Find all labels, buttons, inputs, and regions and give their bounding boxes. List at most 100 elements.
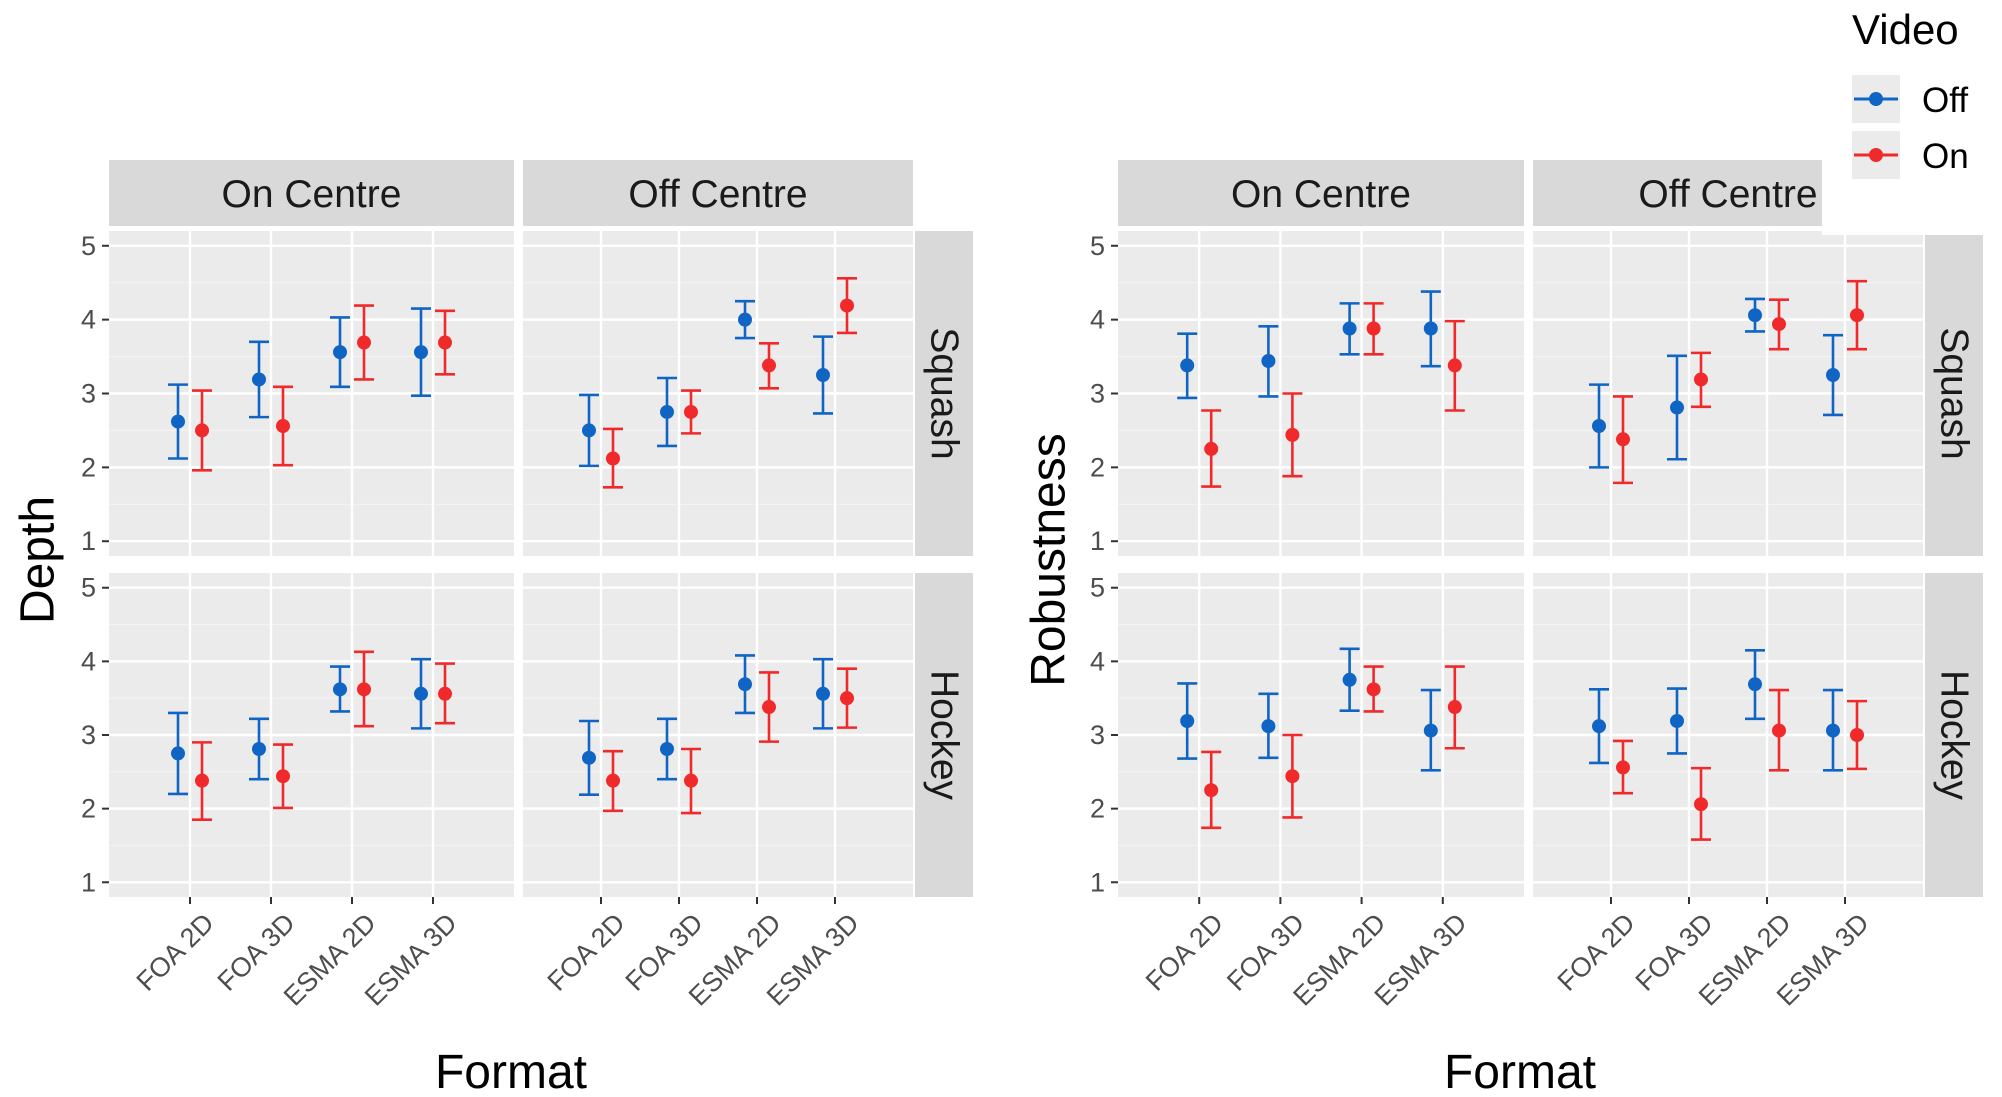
facet-label-off-centre: Off Centre xyxy=(628,173,807,216)
data-point-series-on xyxy=(1616,760,1630,775)
x-axis-title: Format xyxy=(435,1046,587,1097)
y-tick-label: 1 xyxy=(1090,867,1105,897)
data-point-series-off xyxy=(1261,719,1276,734)
facet-label-hockey: Hockey xyxy=(1933,670,1976,801)
data-point-series-off xyxy=(1670,400,1684,415)
data-point-series-on xyxy=(1285,769,1300,784)
facet-strip-on-centre xyxy=(1118,160,1524,226)
data-point-series-off xyxy=(333,682,347,697)
data-point-series-off xyxy=(1342,672,1357,687)
data-point-series-off xyxy=(1261,354,1276,368)
data-point-series-off xyxy=(738,677,752,692)
data-point-series-on xyxy=(1204,783,1219,798)
facet-strip-squash xyxy=(1925,231,1983,556)
legend-key-on-point xyxy=(1869,148,1883,162)
data-point-series-off xyxy=(414,345,428,360)
data-point-series-off xyxy=(582,750,596,765)
y-tick-label: 4 xyxy=(1090,646,1105,676)
data-point-series-off xyxy=(171,746,185,761)
y-tick-label: 5 xyxy=(81,573,96,603)
facet-label-on-centre: On Centre xyxy=(222,173,402,216)
legend-key-off-point xyxy=(1869,92,1883,106)
legend-entry-off: Off xyxy=(1852,75,1968,123)
panel-depth-on-centre-squash: 1 2 3 4 5 xyxy=(81,231,514,556)
y-axis-title: Depth xyxy=(12,496,65,624)
data-point-series-on xyxy=(357,682,371,697)
data-point-series-off xyxy=(1180,714,1195,729)
data-point-series-off xyxy=(1826,368,1840,383)
data-point-series-on xyxy=(762,358,776,373)
legend-label-off: Off xyxy=(1922,81,1968,120)
data-point-series-on xyxy=(840,298,854,313)
data-point-series-on xyxy=(438,686,452,701)
data-point-series-on xyxy=(195,423,209,438)
data-point-series-off xyxy=(738,312,752,327)
y-tick-label: 3 xyxy=(81,720,96,750)
chart-depth: On Centre Off Centre Squash Hockey 1 2 3 4 5 1 2 3 4… xyxy=(12,160,973,1097)
data-point-series-on xyxy=(276,769,290,784)
data-point-series-off xyxy=(252,372,266,387)
x-tick-label: FOA 2D xyxy=(1552,908,1641,997)
data-point-series-off xyxy=(1180,358,1195,373)
data-point-series-off xyxy=(414,686,428,701)
data-point-series-off xyxy=(171,414,185,429)
facet-label-hockey: Hockey xyxy=(923,670,966,801)
y-tick-label: 2 xyxy=(81,794,96,824)
panel-robustness-off-centre-squash xyxy=(1533,231,1923,556)
y-tick-label: 4 xyxy=(81,305,96,335)
chart-robustness: On Centre Off Centre Squash Hockey 1 2 3 4 5 1 2 3 4… xyxy=(1023,160,1983,1097)
data-point-series-off xyxy=(1592,419,1606,433)
data-point-series-on xyxy=(1447,700,1462,715)
y-tick-label: 3 xyxy=(81,379,96,409)
x-tick-label: FOA 2D xyxy=(131,908,220,997)
y-tick-label: 2 xyxy=(81,452,96,482)
facet-strip-hockey xyxy=(1925,573,1983,897)
facet-label-squash: Squash xyxy=(1933,327,1976,459)
y-tick-label: 3 xyxy=(1090,379,1105,409)
data-point-series-off xyxy=(582,423,596,438)
facet-label-squash: Squash xyxy=(923,327,966,459)
y-tick-label: 1 xyxy=(81,867,96,897)
facet-strip-hockey xyxy=(915,573,973,897)
data-point-series-on xyxy=(1850,308,1864,323)
facet-label-on-centre: On Centre xyxy=(1231,173,1411,216)
data-point-series-on xyxy=(1772,317,1786,332)
x-axis-title: Format xyxy=(1444,1046,1596,1097)
data-point-series-on xyxy=(357,335,371,350)
data-point-series-on xyxy=(1447,358,1462,373)
y-tick-label: 5 xyxy=(81,231,96,261)
data-point-series-off xyxy=(660,741,674,756)
y-tick-label: 3 xyxy=(1090,720,1105,750)
data-point-series-on xyxy=(684,773,698,788)
data-point-series-on xyxy=(606,451,620,466)
y-tick-label: 4 xyxy=(81,646,96,676)
data-point-series-off xyxy=(1748,677,1762,692)
legend-entry-on: On xyxy=(1852,131,1969,179)
data-point-series-on xyxy=(684,404,698,419)
plots-layer: On Centre Off Centre Squash Hockey 1 2 3 4 5 1 2 3 4… xyxy=(12,160,1983,1097)
y-axis-title: Robustness xyxy=(1023,433,1076,686)
data-point-series-off xyxy=(1423,321,1438,336)
data-point-series-on xyxy=(195,773,209,788)
data-point-series-on xyxy=(1772,723,1786,738)
data-point-series-on xyxy=(1204,441,1219,456)
legend: Video Off On xyxy=(1822,0,2002,235)
y-tick-label: 1 xyxy=(81,526,96,556)
facet-strip-off-centre xyxy=(523,160,913,226)
legend-label-on: On xyxy=(1922,137,1969,176)
data-point-series-off xyxy=(1670,714,1684,729)
facet-label-off-centre: Off Centre xyxy=(1638,173,1817,216)
y-tick-label: 2 xyxy=(1090,794,1105,824)
data-point-series-on xyxy=(1616,432,1630,447)
y-tick-label: 5 xyxy=(1090,573,1105,603)
data-point-series-off xyxy=(1342,321,1357,336)
data-point-series-on xyxy=(606,773,620,788)
data-point-series-on xyxy=(762,700,776,715)
data-point-series-off xyxy=(1592,719,1606,734)
data-point-series-off xyxy=(660,404,674,419)
facet-strip-on-centre xyxy=(109,160,514,226)
data-point-series-off xyxy=(816,686,830,701)
